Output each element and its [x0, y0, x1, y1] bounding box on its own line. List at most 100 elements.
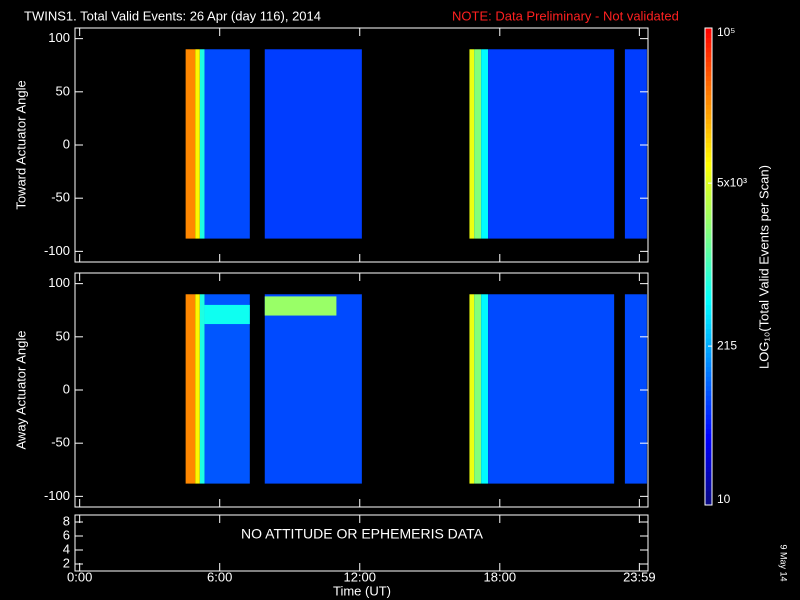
colorbar-tick-label: 10⁵: [717, 25, 735, 39]
heat-cell: [195, 294, 200, 484]
colorbar-swatch: [705, 390, 712, 396]
colorbar-swatch: [705, 266, 712, 272]
colorbar-swatch: [705, 194, 712, 201]
colorbar-swatch: [705, 90, 712, 96]
heat-cell: [195, 49, 200, 239]
colorbar-swatch: [705, 333, 712, 339]
colorbar-swatch: [705, 70, 712, 77]
heat-cell: [624, 49, 647, 239]
colorbar-tick-label: 10: [717, 492, 731, 506]
x-axis-label: Time (UT): [333, 583, 391, 598]
colorbar-swatch: [705, 357, 712, 363]
x-tick-label: 6:00: [207, 569, 232, 584]
colorbar-swatch: [705, 42, 712, 48]
colorbar-swatch: [705, 442, 712, 449]
colorbar-swatch: [705, 233, 712, 239]
colorbar-swatch: [705, 128, 712, 134]
colorbar-swatch: [705, 414, 712, 420]
heat-cell: [204, 49, 250, 239]
heat-cell: [185, 49, 196, 239]
colorbar-swatch: [705, 37, 712, 43]
colorbar-swatch: [705, 314, 712, 320]
colorbar-swatch: [705, 218, 712, 225]
colorbar-swatch: [705, 352, 712, 358]
colorbar-swatch: [705, 304, 712, 310]
colorbar-swatch: [705, 285, 712, 291]
y-tick-label: 2: [63, 555, 70, 570]
heat-cell: [481, 294, 489, 484]
colorbar-swatch: [705, 457, 712, 463]
colorbar-swatch: [705, 347, 712, 353]
colorbar-swatch: [705, 214, 712, 220]
y-tick-label: 6: [63, 527, 70, 542]
colorbar-swatch: [705, 476, 712, 482]
colorbar-swatch: [705, 118, 712, 124]
colorbar-swatch: [705, 276, 712, 282]
x-tick-label: 23:59: [623, 569, 656, 584]
heat-cell: [264, 296, 337, 316]
colorbar-swatch: [705, 261, 712, 267]
colorbar-swatch: [705, 500, 712, 506]
heat-cell: [204, 294, 250, 484]
y-tick-label: 4: [63, 541, 70, 556]
y-tick-label: 8: [63, 513, 70, 528]
colorbar-swatch: [705, 447, 712, 454]
colorbar-swatch: [705, 171, 712, 177]
colorbar-swatch: [705, 280, 712, 287]
colorbar-swatch: [705, 51, 712, 58]
y-axis-label: Toward Actuator Angle: [13, 80, 28, 209]
y-tick-label: 0: [63, 136, 70, 151]
heat-cell: [204, 304, 250, 325]
y-tick-label: -50: [51, 190, 70, 205]
colorbar-swatch: [705, 323, 712, 330]
colorbar-swatch: [705, 94, 712, 101]
colorbar-swatch: [705, 338, 712, 344]
y-tick-label: 50: [56, 83, 70, 98]
y-axis-label: Away Actuator Angle: [13, 330, 28, 449]
colorbar-swatch: [705, 271, 712, 277]
colorbar-swatch: [705, 190, 712, 196]
colorbar-swatch: [705, 256, 712, 263]
heat-cell: [624, 294, 647, 484]
colorbar-swatch: [705, 328, 712, 334]
colorbar-swatch: [705, 371, 712, 377]
colorbar-swatch: [705, 466, 712, 473]
y-tick-label: -100: [44, 488, 70, 503]
colorbar-swatch: [705, 28, 712, 34]
colorbar-swatch: [705, 481, 712, 487]
x-tick-label: 18:00: [484, 569, 517, 584]
heat-cell: [469, 294, 475, 484]
colorbar-swatch: [705, 156, 712, 163]
colorbar-swatch: [705, 247, 712, 253]
colorbar-swatch: [705, 175, 712, 182]
colorbar-swatch: [705, 147, 712, 153]
colorbar-swatch: [705, 228, 712, 234]
colorbar-swatch: [705, 428, 712, 434]
colorbar-swatch: [705, 471, 712, 477]
colorbar-swatch: [705, 485, 712, 492]
colorbar-swatch: [705, 185, 712, 191]
heat-cell: [264, 49, 362, 239]
colorbar-swatch: [705, 66, 712, 72]
colorbar-swatch: [705, 462, 712, 468]
colorbar-swatch: [705, 404, 712, 411]
colorbar-swatch: [705, 137, 712, 143]
colorbar-swatch: [705, 433, 712, 439]
heat-cell: [199, 294, 205, 484]
colorbar-swatch: [705, 152, 712, 158]
colorbar-swatch: [705, 47, 712, 53]
colorbar-swatch: [705, 123, 712, 129]
colorbar-swatch: [705, 380, 712, 387]
heat-cell: [481, 49, 489, 239]
heat-cell: [474, 294, 482, 484]
colorbar-swatch: [705, 32, 712, 39]
colorbar-swatch: [705, 166, 712, 172]
colorbar-swatch: [705, 109, 712, 115]
panel-frame: [74, 514, 649, 572]
heat-cell: [469, 49, 475, 239]
colorbar-swatch: [705, 385, 712, 392]
colorbar-swatch: [705, 104, 712, 110]
colorbar-swatch: [705, 199, 712, 205]
colorbar-swatch: [705, 419, 712, 425]
